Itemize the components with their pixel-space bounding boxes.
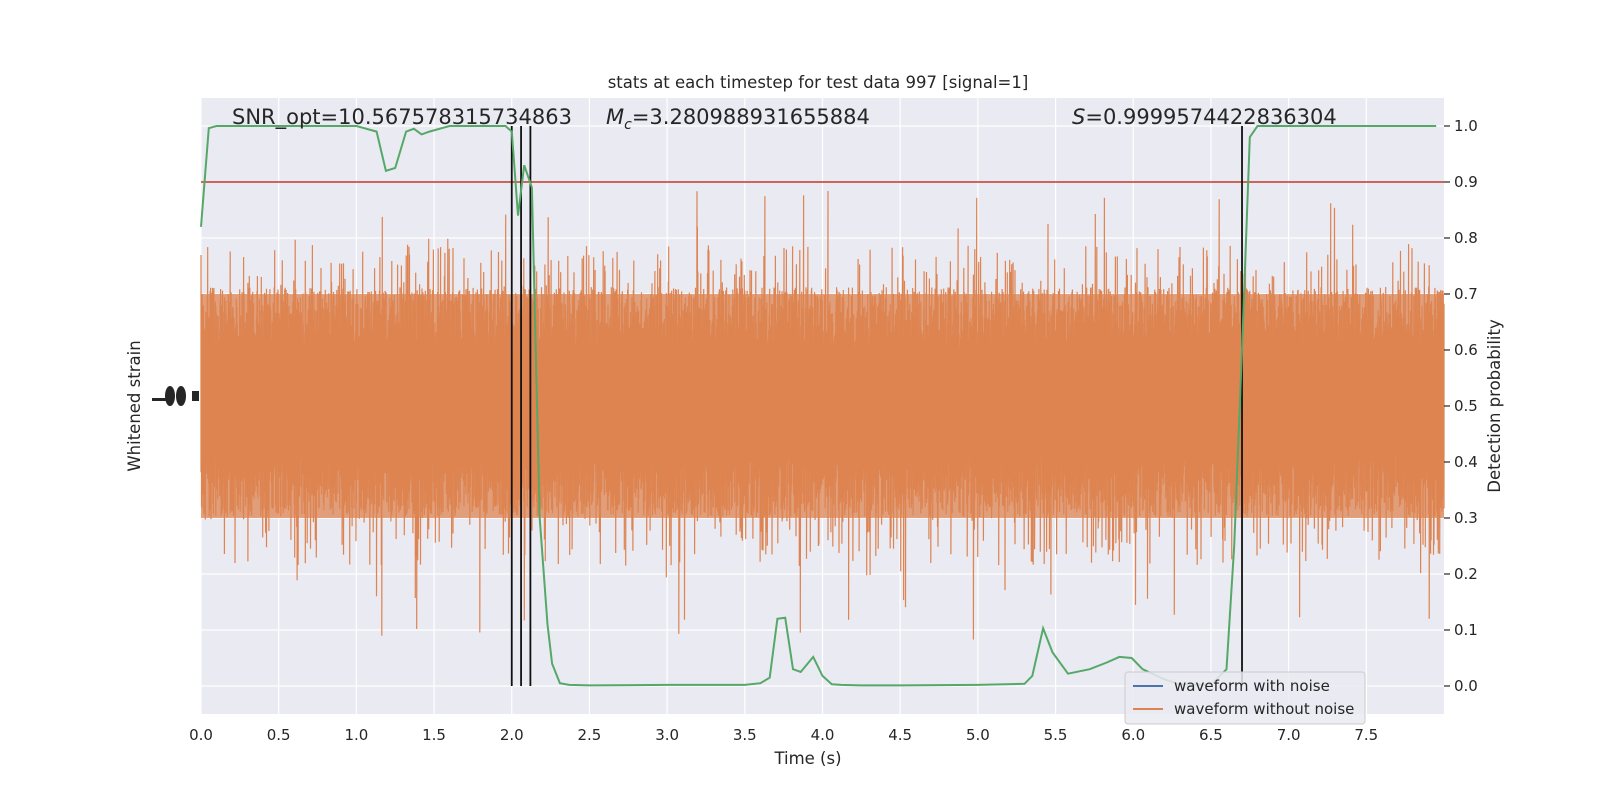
x-tick-label: 0.0 [189, 726, 213, 744]
right-tick-label: 0.4 [1454, 453, 1478, 471]
right-tick-label: 0.1 [1454, 621, 1478, 639]
x-tick-label: 3.0 [655, 726, 679, 744]
left-axis-offset-glyph [152, 386, 199, 406]
x-tick-label: 6.0 [1121, 726, 1145, 744]
right-tick-label: 0.0 [1454, 677, 1478, 695]
right-tick-label: 0.2 [1454, 565, 1478, 583]
score-value: =0.9999574422836304 [1085, 105, 1336, 129]
left-glyph-blob-2 [176, 386, 186, 406]
x-tick-label: 6.5 [1199, 726, 1223, 744]
x-tick-label: 0.5 [267, 726, 291, 744]
legend-label-waveform-without-noise: waveform without noise [1174, 700, 1354, 718]
x-tick-label: 4.5 [888, 726, 912, 744]
left-glyph-block [192, 391, 199, 401]
chirp-mass-symbol: M [606, 105, 624, 129]
x-tick-label: 7.5 [1354, 726, 1378, 744]
x-axis-ticks: 0.0 0.5 1.0 1.5 2.0 2.5 3.0 3.5 4.0 4.5 5.0 5.5 6.0 6… [189, 726, 1378, 744]
right-axis-ticks: 0.0 0.1 0.2 0.3 0.4 0.5 0.6 0.7 0.8 0.9 1.0 [1444, 117, 1478, 695]
right-tick-label: 0.7 [1454, 285, 1478, 303]
x-tick-label: 4.0 [811, 726, 835, 744]
score-symbol: S [1072, 105, 1085, 129]
x-tick-label: 3.5 [733, 726, 757, 744]
x-tick-label: 2.0 [500, 726, 524, 744]
chirp-mass-value: =3.280988931655884 [632, 105, 870, 129]
vertical-marker-lines [510, 126, 1243, 686]
x-tick-label: 1.5 [422, 726, 446, 744]
right-tick-label: 1.0 [1454, 117, 1478, 135]
legend: waveform with noise waveform without noi… [1124, 671, 1366, 725]
chirp-mass-subscript: c [624, 117, 632, 133]
right-tick-label: 0.9 [1454, 173, 1478, 191]
snr-annotation: SNR_opt=10.567578315734863 [232, 105, 572, 130]
x-tick-label: 1.0 [344, 726, 368, 744]
x-tick-label: 7.0 [1277, 726, 1301, 744]
x-tick-label: 5.5 [1044, 726, 1068, 744]
right-tick-label: 0.6 [1454, 341, 1478, 359]
right-tick-label: 0.3 [1454, 509, 1478, 527]
y-axis-label-right: Detection probability [1485, 319, 1504, 493]
chart-title: stats at each timestep for test data 997… [608, 73, 1029, 92]
waveform-core-band [201, 294, 1444, 518]
left-glyph-blob-1 [165, 386, 175, 406]
x-tick-label: 2.5 [578, 726, 602, 744]
x-tick-label: 5.0 [966, 726, 990, 744]
right-tick-label: 0.5 [1454, 397, 1478, 415]
legend-box [1124, 671, 1366, 725]
x-axis-label: Time (s) [773, 749, 841, 768]
chirp-mass-annotation: Mc=3.280988931655884 [606, 105, 870, 133]
right-tick-label: 0.8 [1454, 229, 1478, 247]
legend-label-waveform-with-noise: waveform with noise [1174, 677, 1330, 695]
y-axis-label-left: Whitened strain [125, 340, 144, 471]
left-glyph-dash [152, 398, 166, 401]
score-annotation: S=0.9999574422836304 [1072, 105, 1337, 129]
